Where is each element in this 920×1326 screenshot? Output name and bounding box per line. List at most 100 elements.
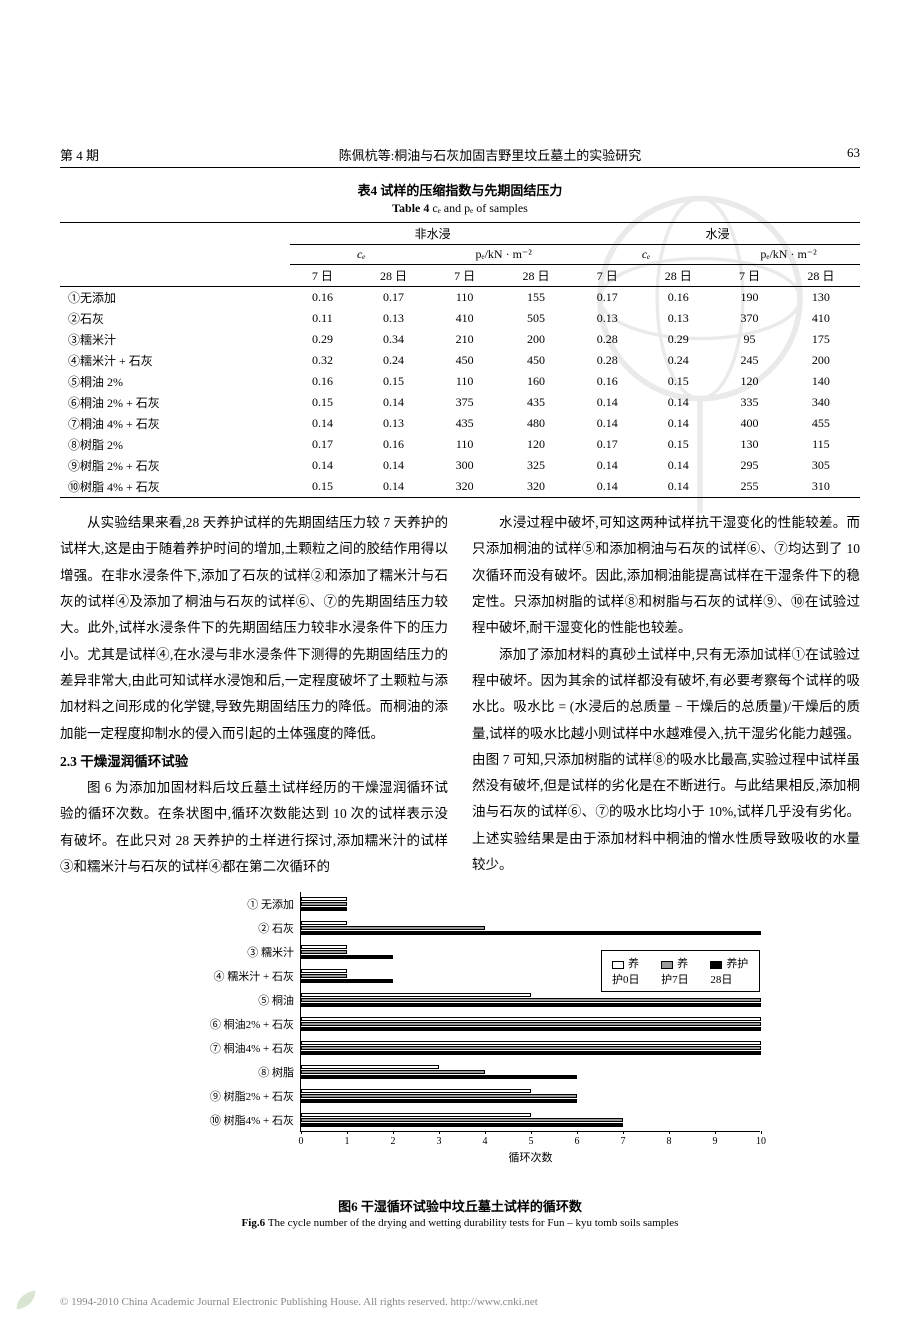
table-cell: 210	[432, 329, 497, 350]
table-cell: 0.17	[575, 434, 639, 455]
table4-cc-1: cₑ	[357, 247, 365, 261]
table-row: ④糯米汁 + 石灰0.320.244504500.280.24245200	[60, 350, 860, 371]
table-cell: 110	[432, 371, 497, 392]
table-cell: 0.32	[290, 350, 354, 371]
table-cell: 255	[717, 476, 782, 498]
bar-d7	[301, 1094, 577, 1098]
table-cell: 480	[497, 413, 575, 434]
table4: 非水浸 水浸 cₑ pₑ/kN · m⁻² cₑ pₑ/kN · m⁻² 7 日…	[60, 222, 860, 498]
issue-label: 第 4 期	[60, 145, 160, 164]
table-cell: 115	[782, 434, 860, 455]
table-cell: ⑥桐油 2% + 石灰	[60, 392, 290, 413]
figure6-ylabels: ① 无添加② 石灰③ 糯米汁④ 糯米汁 + 石灰⑤ 桐油⑥ 桐油2% + 石灰⑦…	[160, 892, 300, 1132]
table-cell: 375	[432, 392, 497, 413]
table-cell: 455	[782, 413, 860, 434]
table-cell: 335	[717, 392, 782, 413]
bar-d0	[301, 1065, 439, 1069]
table-cell: 0.16	[639, 287, 717, 309]
table-cell: 0.14	[355, 455, 433, 476]
y-category-label: ⑦ 桐油4% + 石灰	[160, 1040, 294, 1056]
table-cell: 0.17	[290, 434, 354, 455]
x-tick-label: 0	[299, 1136, 304, 1147]
y-category-label: ④ 糯米汁 + 石灰	[160, 968, 294, 984]
table4-d7-3: 7 日	[575, 265, 639, 287]
figure6-xlabel: 循环次数	[301, 1149, 760, 1165]
x-tick-label: 8	[667, 1136, 672, 1147]
table-cell: 120	[717, 371, 782, 392]
table-cell: 0.14	[639, 476, 717, 498]
table4-d7-4: 7 日	[717, 265, 782, 287]
table4-d28-2: 28 日	[497, 265, 575, 287]
table-cell: 0.28	[575, 350, 639, 371]
table-cell: 0.14	[639, 455, 717, 476]
table4-d28-3: 28 日	[639, 265, 717, 287]
table4-caption-en: Table 4 cₑ and pₑ of samples	[60, 201, 860, 216]
table4-d28-1: 28 日	[355, 265, 433, 287]
table-cell: 435	[497, 392, 575, 413]
bar-d7	[301, 1046, 761, 1050]
table-cell: 320	[432, 476, 497, 498]
table-cell: 400	[717, 413, 782, 434]
bar-d28	[301, 1123, 623, 1127]
bar-d0	[301, 1113, 531, 1117]
table-row: ⑤桐油 2%0.160.151101600.160.15120140	[60, 371, 860, 392]
bar-d0	[301, 993, 531, 997]
bar-d0	[301, 921, 347, 925]
bar-d28	[301, 1051, 761, 1055]
table-cell: 160	[497, 371, 575, 392]
table-cell: 0.16	[290, 371, 354, 392]
table-row: ③糯米汁0.290.342102000.280.2995175	[60, 329, 860, 350]
table-cell: 0.16	[575, 371, 639, 392]
table-cell: 0.14	[290, 455, 354, 476]
section-2-3-heading: 2.3 干燥湿润循环试验	[60, 749, 448, 775]
x-tick-label: 2	[391, 1136, 396, 1147]
y-category-label: ① 无添加	[160, 896, 294, 912]
table-cell: 0.29	[639, 329, 717, 350]
body-left-p1: 从实验结果来看,28 天养护试样的先期固结压力较 7 天养护的试样大,这是由于随…	[60, 510, 448, 747]
bar-row	[301, 916, 760, 940]
table-row: ⑩树脂 4% + 石灰0.150.143203200.140.14255310	[60, 476, 860, 498]
y-category-label: ⑥ 桐油2% + 石灰	[160, 1016, 294, 1032]
bar-d7	[301, 950, 347, 954]
table-cell: 0.28	[575, 329, 639, 350]
table-cell: 95	[717, 329, 782, 350]
table-row: ⑨树脂 2% + 石灰0.140.143003250.140.14295305	[60, 455, 860, 476]
table-cell: 140	[782, 371, 860, 392]
table-cell: 0.17	[355, 287, 433, 309]
figure6-caption-en: Fig.6 The cycle number of the drying and…	[60, 1217, 860, 1229]
body-right-column: 水浸过程中破坏,可知这两种试样抗干湿变化的性能较差。而只添加桐油的试样⑤和添加桐…	[472, 510, 860, 880]
bar-d7	[301, 902, 347, 906]
table-cell: 305	[782, 455, 860, 476]
table-cell: 0.14	[639, 392, 717, 413]
table-cell: 245	[717, 350, 782, 371]
table4-group-unsat: 非水浸	[290, 223, 575, 245]
table-cell: 325	[497, 455, 575, 476]
bar-row	[301, 892, 760, 916]
body-left-p2: 图 6 为添加加固材料后坟丘墓土试样经历的干燥湿润循环试验的循环次数。在条状图中…	[60, 775, 448, 880]
table4-group-sat: 水浸	[575, 223, 860, 245]
table-cell: 155	[497, 287, 575, 309]
y-category-label: ⑨ 树脂2% + 石灰	[160, 1088, 294, 1104]
bar-d28	[301, 1027, 761, 1031]
table-cell: 130	[782, 287, 860, 309]
page-number: 63	[820, 145, 860, 164]
table-cell: 0.15	[290, 392, 354, 413]
footer-copyright: © 1994-2010 China Academic Journal Elect…	[60, 1296, 538, 1308]
x-tick-label: 3	[437, 1136, 442, 1147]
table-cell: 450	[432, 350, 497, 371]
table-cell: 0.13	[575, 308, 639, 329]
table-cell: ⑤桐油 2%	[60, 371, 290, 392]
table-cell: 0.14	[575, 476, 639, 498]
table-cell: ①无添加	[60, 287, 290, 309]
bar-d28	[301, 955, 393, 959]
figure6-plot-area: 养护0日 养护7日 养护28日 循环次数 012345678910	[300, 892, 760, 1132]
table-cell: 300	[432, 455, 497, 476]
table4-caption-en-body: cₑ and pₑ of samples	[432, 201, 527, 215]
table4-d7-1: 7 日	[290, 265, 354, 287]
bar-d7	[301, 1118, 623, 1122]
table4-caption-en-prefix: Table 4	[392, 201, 429, 215]
table-cell: 505	[497, 308, 575, 329]
table-cell: 110	[432, 287, 497, 309]
x-tick-label: 5	[529, 1136, 534, 1147]
table-cell: 340	[782, 392, 860, 413]
